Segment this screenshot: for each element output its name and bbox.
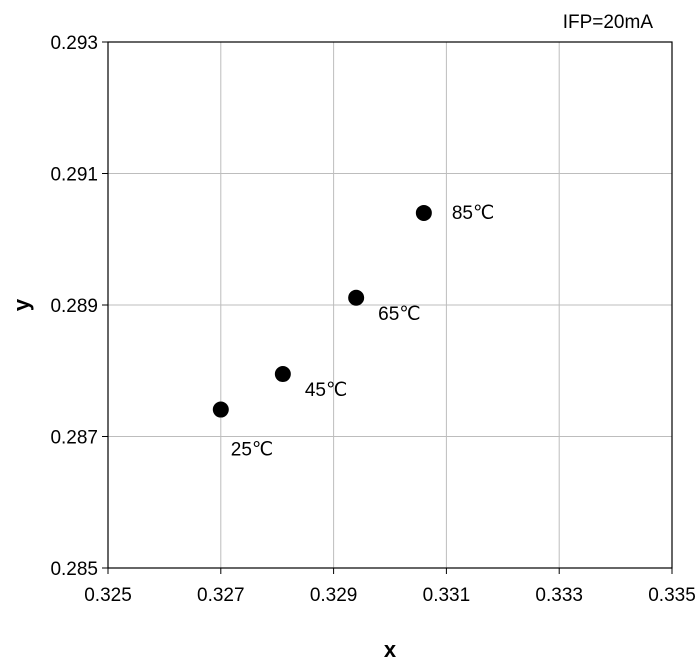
y-tick-label: 0.289 <box>50 296 98 317</box>
y-tick-label: 0.291 <box>50 165 98 186</box>
x-tick-label: 0.327 <box>197 585 245 606</box>
condition-label: IFP=20mA <box>563 12 654 33</box>
data-point <box>348 289 365 306</box>
x-tick-label: 0.333 <box>535 585 583 606</box>
x-tick-label: 0.329 <box>310 585 358 606</box>
point-label: 65℃ <box>378 304 420 325</box>
x-tick-label: 0.331 <box>423 585 471 606</box>
y-tick-label: 0.287 <box>50 428 98 449</box>
data-point <box>415 204 432 221</box>
data-points <box>212 204 432 418</box>
x-tick-label: 0.335 <box>648 585 696 606</box>
y-axis-title: y <box>9 298 34 311</box>
x-tick-labels: 0.325 0.327 0.329 0.331 0.333 0.335 <box>84 568 696 606</box>
y-tick-labels: 0.285 0.287 0.289 0.291 0.293 <box>50 33 108 580</box>
point-label: 25℃ <box>231 440 273 461</box>
x-tick-label: 0.325 <box>84 585 132 606</box>
point-label: 45℃ <box>305 380 347 401</box>
y-tick-label: 0.293 <box>50 33 98 54</box>
point-label: 85℃ <box>452 203 494 224</box>
data-point <box>212 401 229 418</box>
x-axis-title: x <box>384 637 397 662</box>
point-labels: 25℃ 45℃ 65℃ 85℃ <box>231 203 495 461</box>
data-point <box>274 366 291 383</box>
y-tick-label: 0.285 <box>50 559 98 580</box>
